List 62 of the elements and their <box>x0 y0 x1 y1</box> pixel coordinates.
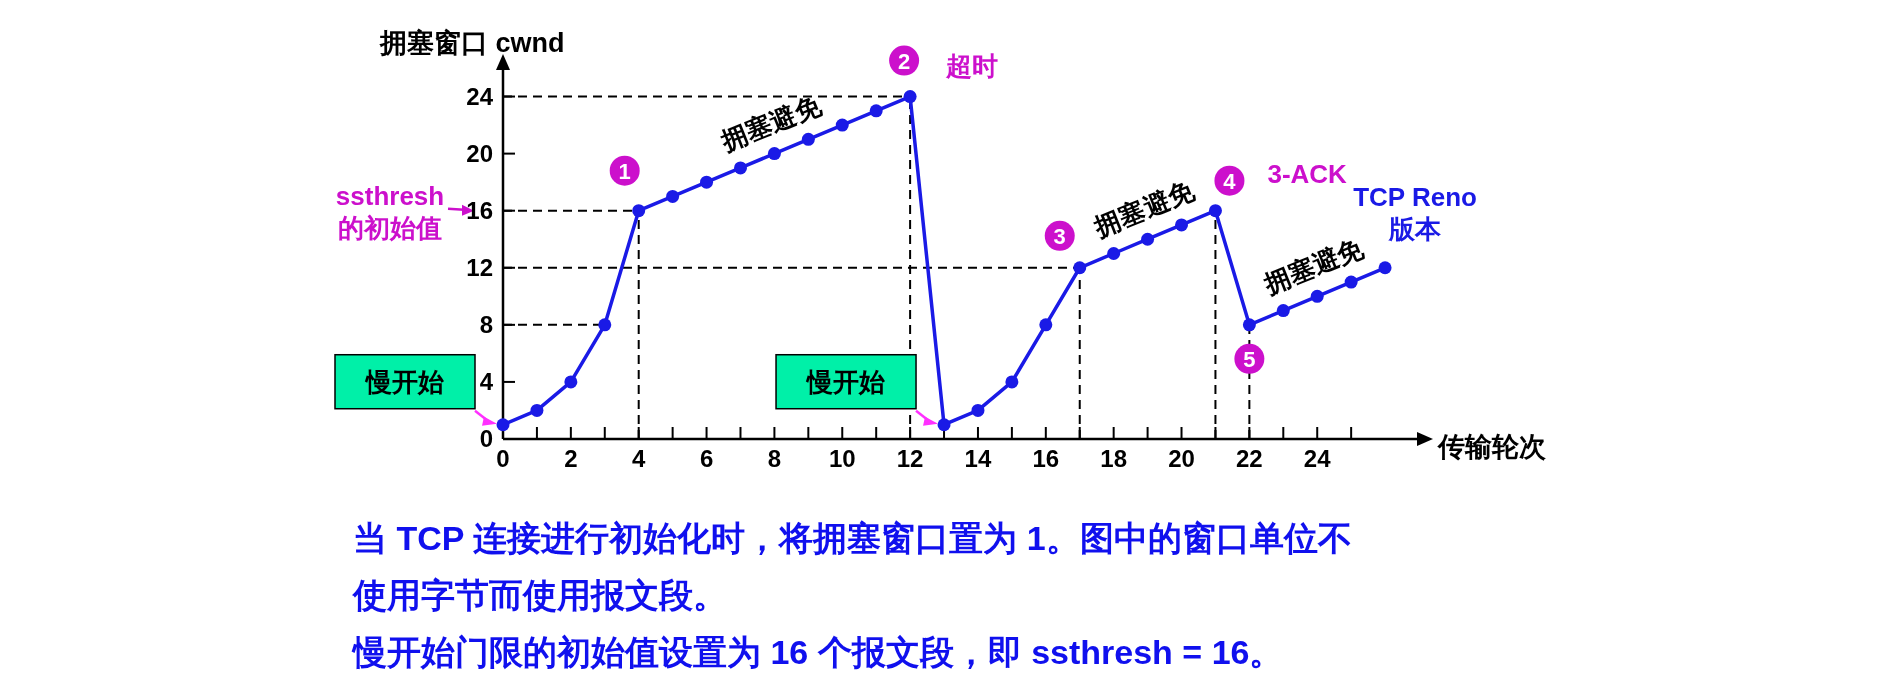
point <box>1141 232 1155 246</box>
annotation: 拥塞避免 <box>716 89 826 158</box>
x-tick-label: 18 <box>1100 445 1128 472</box>
text: 当 TCP 连接进行初始化时，将拥塞窗口置为 1。图中的窗口单位不使用字节而使用报文段。 <box>352 519 1352 614</box>
annotation: 3 <box>1053 223 1066 249</box>
x-tick-label: 14 <box>964 445 992 472</box>
y-tick-label: 20 <box>466 139 493 167</box>
point <box>1242 318 1256 332</box>
point <box>496 418 510 432</box>
point <box>1039 318 1053 332</box>
point <box>1005 375 1019 389</box>
x-tick-label: 8 <box>767 445 782 472</box>
annotation: 5 <box>1243 346 1256 372</box>
annotation: 超时 <box>945 50 999 81</box>
y-tick-label: 4 <box>479 367 494 395</box>
annotation: 拥塞避免 <box>1089 175 1199 243</box>
y-tick-label: 0 <box>479 425 493 452</box>
x-tick-label: 4 <box>632 445 647 472</box>
ref-line-label: ssthresh 的初始值 <box>335 180 445 243</box>
annotation: 1 <box>618 158 631 184</box>
point <box>1107 247 1121 260</box>
x-tick-label: 12 <box>896 445 924 472</box>
y-tick-label: 12 <box>466 253 493 281</box>
point <box>1175 218 1189 232</box>
point <box>835 118 849 132</box>
y-axis-title: 拥塞窗口 cwnd <box>379 28 565 58</box>
point <box>564 375 578 389</box>
point <box>971 403 985 417</box>
y-tick-label: 24 <box>466 82 494 110</box>
point <box>1208 204 1222 218</box>
annotation: 2 <box>897 48 911 74</box>
point <box>903 90 917 104</box>
point <box>1073 261 1087 275</box>
y-tick-label: 16 <box>466 196 493 224</box>
point <box>530 403 544 417</box>
x-tick-label: 24 <box>1303 445 1332 472</box>
point <box>767 147 781 161</box>
x-tick-label: 2 <box>564 445 578 472</box>
x-tick-label: 16 <box>1032 445 1060 472</box>
point <box>1276 304 1290 318</box>
x-axis-title: 传输轮次 <box>1437 432 1547 462</box>
annotation: 4 <box>1223 168 1237 194</box>
point <box>632 204 646 218</box>
annotation: 慢开始 <box>364 366 444 397</box>
point <box>1310 289 1324 303</box>
x-tick-label: 20 <box>1168 445 1195 472</box>
y-tick-label: 8 <box>479 310 493 338</box>
point <box>666 189 680 203</box>
annotation: 3-ACK <box>1267 158 1348 189</box>
point <box>937 418 951 432</box>
x-tick-label: 6 <box>699 445 714 472</box>
text: 慢开始门限的初始值设置为 16 个报文段，即 ssthresh = 16。 <box>351 633 1284 671</box>
point <box>1378 261 1392 275</box>
point <box>869 104 883 118</box>
point <box>801 132 815 146</box>
point <box>598 318 612 332</box>
x-tick-label: 22 <box>1236 445 1263 472</box>
x-tick-label: 10 <box>828 445 856 472</box>
annotation: 慢开始 <box>805 366 886 397</box>
point <box>1344 275 1358 289</box>
point <box>700 175 714 189</box>
point <box>733 161 747 175</box>
